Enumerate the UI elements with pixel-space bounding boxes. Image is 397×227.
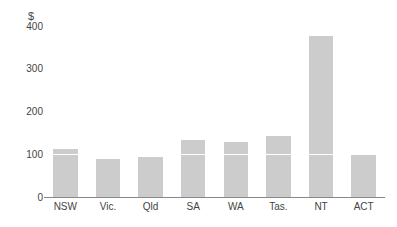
svg-text:0: 0 (37, 192, 43, 203)
svg-text:WA: WA (228, 201, 244, 212)
svg-text:300: 300 (26, 63, 43, 74)
svg-text:200: 200 (26, 106, 43, 117)
svg-text:400: 400 (26, 21, 43, 32)
svg-text:NT: NT (314, 201, 327, 212)
svg-text:Tas.: Tas. (269, 201, 287, 212)
svg-text:SA: SA (187, 201, 201, 212)
svg-text:100: 100 (26, 149, 43, 160)
svg-text:Qld: Qld (143, 201, 159, 212)
svg-text:Vic.: Vic. (100, 201, 117, 212)
svg-text:NSW: NSW (54, 201, 78, 212)
svg-text:ACT: ACT (354, 201, 374, 212)
svg-text:$: $ (28, 10, 34, 22)
